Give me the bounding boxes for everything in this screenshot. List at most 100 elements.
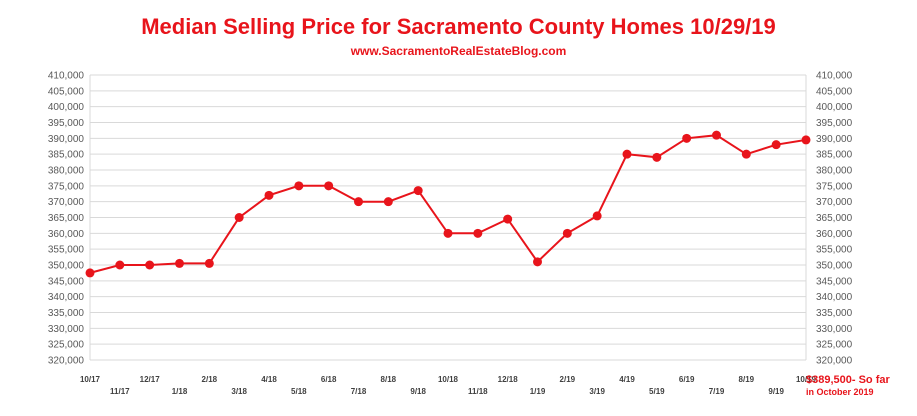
y-tick-label-right: 330,000 — [816, 324, 853, 335]
x-tick-label: 12/18 — [498, 375, 519, 384]
data-point — [354, 197, 363, 207]
data-point — [503, 214, 513, 224]
x-tick-label: 2/18 — [202, 375, 218, 384]
data-point — [592, 211, 602, 221]
chart-title: Median Selling Price for Sacramento Coun… — [141, 14, 776, 39]
annotation-line-1: $389,500- So far — [806, 374, 890, 386]
x-tick-label: 4/19 — [619, 375, 635, 384]
x-tick-label: 10/19 — [796, 375, 817, 384]
y-tick-label-right: 345,000 — [816, 276, 853, 287]
y-tick-label-right: 395,000 — [816, 118, 853, 129]
data-point — [175, 258, 184, 268]
data-point — [204, 258, 214, 268]
y-tick-label: 370,000 — [48, 197, 85, 208]
data-point — [383, 197, 393, 207]
x-tick-label: 7/18 — [351, 387, 367, 396]
x-tick-label: 11/18 — [468, 387, 488, 396]
x-tick-label: 6/19 — [679, 375, 695, 384]
y-tick-label: 380,000 — [48, 166, 85, 177]
data-point — [473, 228, 483, 238]
x-tick-label: 8/18 — [381, 375, 397, 384]
y-tick-label: 335,000 — [48, 308, 85, 319]
y-tick-label: 390,000 — [48, 134, 85, 145]
data-point — [741, 149, 751, 159]
data-point — [682, 133, 692, 143]
data-point — [801, 135, 811, 145]
y-tick-label-right: 410,000 — [816, 71, 853, 82]
y-tick-label: 410,000 — [48, 71, 85, 82]
data-point — [324, 181, 334, 191]
data-point — [115, 260, 125, 270]
y-tick-label: 405,000 — [48, 86, 85, 97]
y-tick-label-right: 320,000 — [816, 356, 853, 367]
data-point — [533, 257, 542, 267]
x-tick-label: 5/18 — [291, 387, 307, 396]
y-tick-label-right: 380,000 — [816, 166, 853, 177]
y-tick-label: 385,000 — [48, 150, 85, 161]
x-tick-label: 1/19 — [530, 387, 546, 396]
data-point — [85, 268, 95, 278]
y-tick-label-right: 400,000 — [816, 102, 853, 113]
x-tick-label: 9/18 — [410, 387, 426, 396]
x-tick-label: 4/18 — [261, 375, 277, 384]
y-tick-label: 360,000 — [48, 229, 85, 240]
data-point — [443, 228, 453, 238]
x-tick-label: 2/19 — [560, 375, 576, 384]
x-tick-label: 8/19 — [739, 375, 755, 384]
x-tick-label: 9/19 — [768, 387, 784, 396]
y-tick-label: 340,000 — [48, 292, 85, 303]
x-tick-label: 12/17 — [140, 375, 161, 384]
chart-subtitle: www.SacramentoRealEstateBlog.com — [350, 44, 567, 58]
data-point — [771, 140, 781, 150]
x-tick-label: 3/19 — [589, 387, 605, 396]
y-tick-label: 365,000 — [48, 213, 85, 224]
y-tick-label-right: 375,000 — [816, 181, 853, 192]
annotation-line-2: in October 2019 — [806, 387, 874, 397]
y-tick-label-right: 355,000 — [816, 245, 853, 256]
y-tick-label-right: 340,000 — [816, 292, 853, 303]
current-month-annotation: $389,500- So far in October 2019 — [806, 374, 890, 398]
gridlines — [89, 74, 807, 361]
data-point — [294, 181, 304, 191]
y-tick-label-right: 360,000 — [816, 229, 853, 240]
x-tick-label: 3/18 — [231, 387, 247, 396]
x-tick-label: 6/18 — [321, 375, 337, 384]
y-axis-right: 320,000 325,000 330,000 335,000 340,000 345,0… — [816, 71, 853, 367]
x-tick-label: 10/18 — [438, 375, 459, 384]
y-tick-label-right: 370,000 — [816, 197, 853, 208]
data-point — [712, 130, 721, 140]
series-median-price — [85, 130, 811, 278]
y-tick-label-right: 385,000 — [816, 150, 853, 161]
x-tick-label: 10/17 — [80, 375, 101, 384]
y-tick-label-right: 405,000 — [816, 86, 853, 97]
y-tick-label-right: 390,000 — [816, 134, 853, 145]
y-tick-label: 400,000 — [48, 102, 85, 113]
data-point — [652, 152, 662, 162]
y-tick-label: 395,000 — [48, 118, 85, 129]
x-tick-label: 5/19 — [649, 387, 665, 396]
data-point — [562, 228, 572, 238]
y-tick-label: 345,000 — [48, 276, 85, 287]
y-tick-label-right: 350,000 — [816, 261, 853, 272]
y-tick-label: 350,000 — [48, 261, 85, 272]
y-tick-label: 320,000 — [48, 356, 85, 367]
y-tick-label: 325,000 — [48, 340, 85, 351]
data-point — [234, 213, 244, 222]
y-tick-label-right: 365,000 — [816, 213, 853, 224]
y-axis-left: 320,000 325,000 330,000 335,000 340,000 345,0… — [48, 71, 85, 367]
data-point — [264, 190, 274, 200]
y-tick-label: 330,000 — [48, 324, 85, 335]
data-point — [145, 260, 155, 270]
y-tick-label: 355,000 — [48, 245, 85, 256]
x-tick-label: 11/17 — [110, 387, 130, 396]
series-line — [89, 134, 807, 274]
data-point — [622, 149, 632, 159]
x-tick-label: 1/18 — [172, 387, 188, 396]
y-tick-label-right: 325,000 — [816, 340, 853, 351]
x-axis: 10/17 11/17 12/17 1/18 2/18 3/18 4/18 5/18 6/18 7… — [80, 375, 817, 396]
data-point — [413, 186, 423, 196]
y-tick-label: 375,000 — [48, 181, 85, 192]
y-tick-label-right: 335,000 — [816, 308, 853, 319]
x-tick-label: 7/19 — [709, 387, 725, 396]
